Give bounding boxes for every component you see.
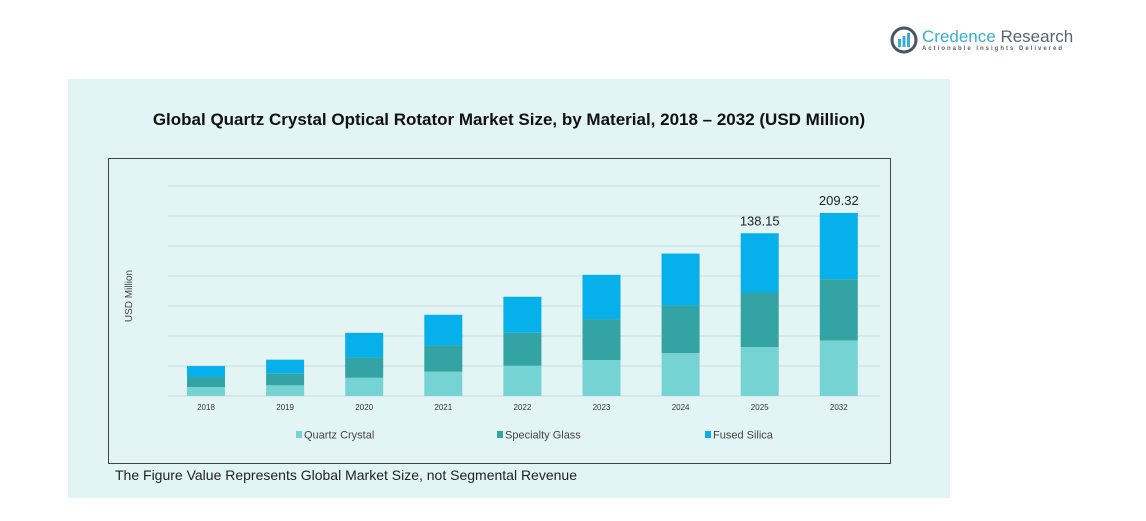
data-label: 209.32 [819,193,859,208]
bar-quartz-crystal-2025 [740,347,779,396]
bar-specialty-glass-2023 [582,319,621,361]
legend-label: Fused Silica [713,430,774,442]
bar-fused-silica-2019 [266,359,305,374]
bar-quartz-crystal-2021 [424,371,463,396]
bar-fused-silica-2021 [424,314,463,346]
logo-tagline: Actionable Insights Delivered [922,46,1065,52]
bar-quartz-crystal-2022 [503,365,542,396]
x-tick-label: 2023 [593,403,611,412]
chart-title: Global Quartz Crystal Optical Rotator Ma… [152,110,866,129]
logo-chart-icon [890,26,918,54]
bar-fused-silica-2020 [345,332,384,358]
bar-specialty-glass-2020 [345,357,384,378]
x-tick-label: 2025 [751,403,769,412]
bar-quartz-crystal-2020 [345,377,384,396]
bar-fused-silica-2025 [740,233,779,293]
bar-quartz-crystal-2019 [266,385,305,396]
bar-specialty-glass-2019 [266,373,305,386]
y-axis-label: USD Million [124,270,135,322]
legend-swatch [497,431,503,438]
bar-quartz-crystal-2018 [187,386,225,396]
bar-specialty-glass-2024 [661,305,700,354]
bar-fused-silica-2024 [661,253,700,306]
bar-quartz-crystal-2032 [819,340,858,396]
data-label: 138.15 [740,213,780,228]
x-tick-label: 2032 [830,403,848,412]
bar-specialty-glass-2021 [424,345,463,372]
x-tick-label: 2024 [672,403,690,412]
legend-label: Specialty Glass [505,430,581,442]
bar-specialty-glass-2025 [740,292,779,348]
bar-specialty-glass-2018 [187,377,225,387]
x-tick-label: 2022 [514,403,532,412]
legend-swatch [296,431,302,438]
credence-research-logo: Credence Research Actionable Insights De… [890,26,1073,54]
bar-quartz-crystal-2024 [661,353,700,396]
bar-fused-silica-2032 [819,212,858,280]
x-tick-label: 2021 [434,403,452,412]
chart-frame [108,158,891,464]
logo-name-1: Credence [922,27,996,46]
x-tick-label: 2019 [276,403,294,412]
legend-label: Quartz Crystal [304,430,374,442]
chart-panel [68,79,950,498]
logo-name-2: Research [1000,27,1074,46]
legend-swatch [705,431,711,438]
x-tick-label: 2018 [197,403,215,412]
bar-specialty-glass-2032 [819,279,858,341]
bar-fused-silica-2022 [503,296,542,333]
bar-specialty-glass-2022 [503,332,542,366]
bar-fused-silica-2018 [187,366,225,378]
bar-fused-silica-2023 [582,274,621,320]
x-tick-label: 2020 [355,403,373,412]
bar-quartz-crystal-2023 [582,360,621,396]
footnote: The Figure Value Represents Global Marke… [115,467,577,483]
